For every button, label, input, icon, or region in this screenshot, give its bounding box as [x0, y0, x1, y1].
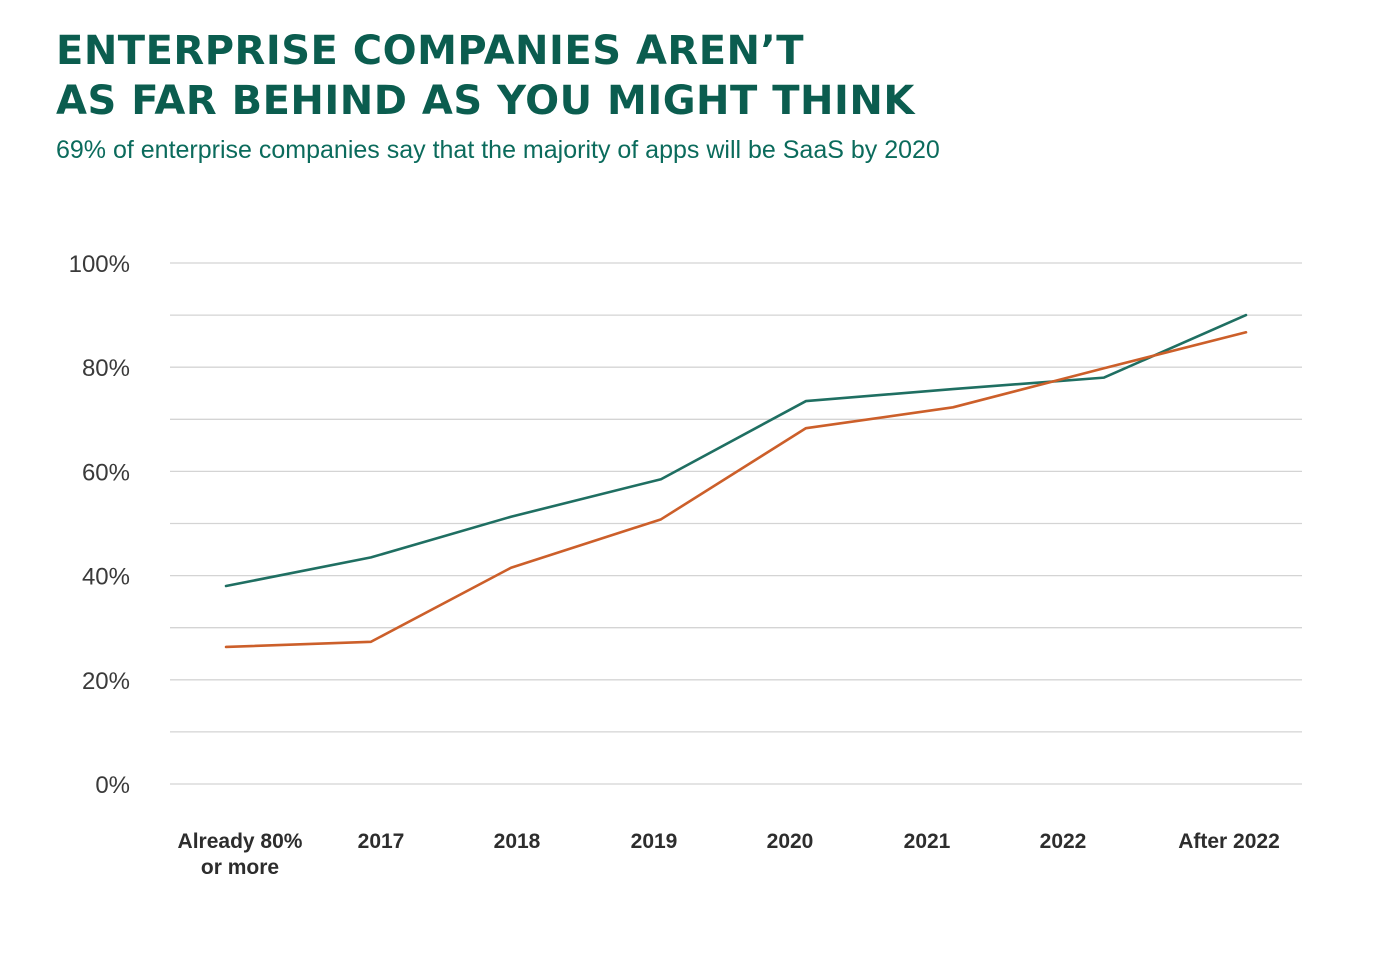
x-tick-label: 2019: [631, 830, 678, 853]
x-tick-label-line: Already 80%: [178, 830, 303, 853]
x-tick-label: After 2022: [1178, 830, 1280, 853]
y-tick-label: 0%: [95, 772, 130, 799]
x-tick-label: Already 80% or more: [178, 830, 303, 879]
gridlines: [170, 262, 1302, 785]
x-tick-label: 2021: [904, 830, 951, 853]
y-axis-ticks: 0% 20% 40% 60% 80% 100%: [69, 251, 130, 799]
y-tick-label: 80%: [82, 355, 130, 382]
x-tick-label-line: 2019: [631, 830, 678, 853]
x-tick-label-line: 2020: [767, 830, 814, 853]
chart-title-line-1: ENTERPRISE COMPANIES AREN’T: [56, 28, 804, 74]
series-lines: [224, 313, 1248, 649]
series-line-1: [224, 313, 1248, 588]
chart-title: ENTERPRISE COMPANIES AREN’T AS FAR BEHIN…: [56, 26, 915, 126]
y-tick-label: 20%: [82, 668, 130, 695]
x-tick-label: 2022: [1040, 830, 1087, 853]
x-axis-ticks: Already 80% or more 2017 2018 2019 2020 2021 20…: [178, 830, 1280, 879]
x-tick-label: 2018: [494, 830, 541, 853]
x-tick-label: 2017: [358, 830, 405, 853]
x-tick-label-line: 2017: [358, 830, 405, 853]
y-tick-label: 40%: [82, 564, 130, 591]
x-tick-label-line: After 2022: [1178, 830, 1280, 853]
x-tick-label-line: 2018: [494, 830, 541, 853]
x-tick-label-line: 2021: [904, 830, 951, 853]
series-line-2: [224, 330, 1248, 649]
x-tick-label-line: or more: [201, 856, 279, 879]
chart-title-line-2: AS FAR BEHIND AS YOU MIGHT THINK: [56, 78, 915, 124]
y-tick-label: 100%: [69, 251, 130, 278]
x-tick-label: 2020: [767, 830, 814, 853]
y-tick-label: 60%: [82, 459, 130, 486]
x-tick-label-line: 2022: [1040, 830, 1087, 853]
chart-subtitle: 69% of enterprise companies say that the…: [56, 136, 940, 164]
